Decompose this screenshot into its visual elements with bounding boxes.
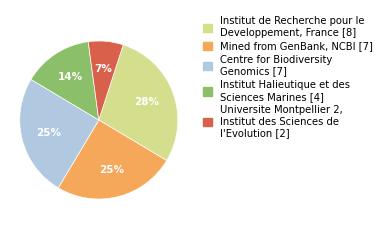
Text: 25%: 25% <box>36 127 62 138</box>
Wedge shape <box>88 41 123 120</box>
Text: 25%: 25% <box>99 165 124 175</box>
Wedge shape <box>31 42 99 120</box>
Wedge shape <box>58 120 167 199</box>
Wedge shape <box>99 45 178 161</box>
Legend: Institut de Recherche pour le
Developpement, France [8], Mined from GenBank, NCB: Institut de Recherche pour le Developpem… <box>203 16 372 138</box>
Wedge shape <box>20 79 99 188</box>
Text: 28%: 28% <box>135 97 159 107</box>
Text: 7%: 7% <box>95 64 112 74</box>
Text: 14%: 14% <box>58 72 83 82</box>
